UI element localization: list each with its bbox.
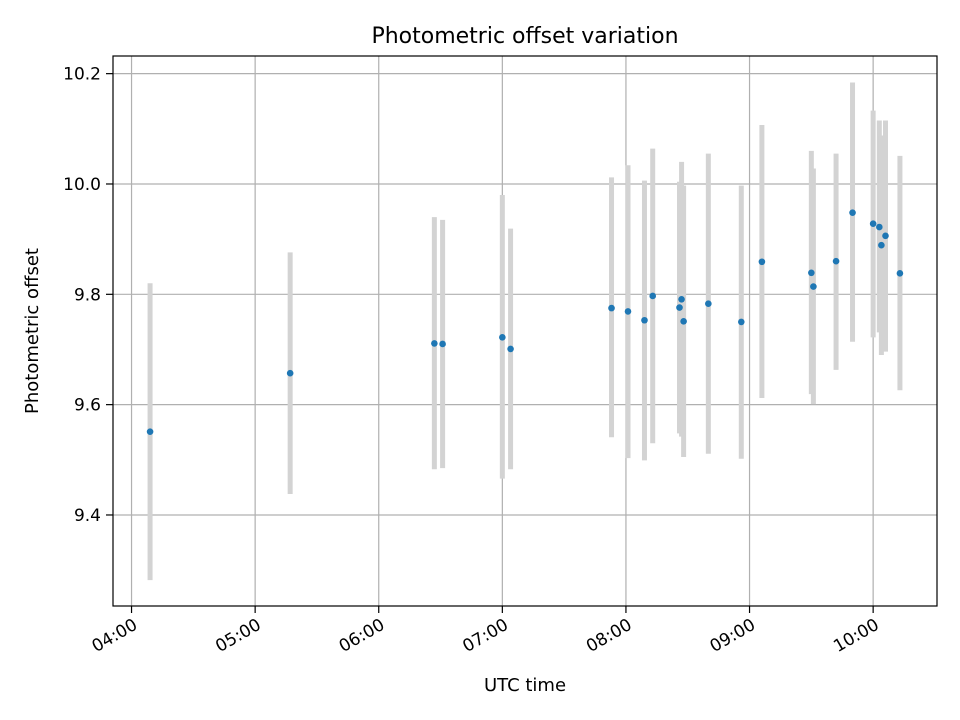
data-point xyxy=(641,316,648,324)
data-point xyxy=(758,258,766,266)
data-point xyxy=(146,428,154,435)
data-point xyxy=(878,241,885,249)
data-point xyxy=(882,232,889,240)
data-point xyxy=(678,295,685,303)
y-axis-ticks: 9.4 9.6 9.8 10.0 10.2 xyxy=(63,65,113,526)
data-points xyxy=(146,209,904,435)
data-point xyxy=(507,345,514,353)
data-point xyxy=(876,223,883,231)
data-point xyxy=(608,304,615,312)
data-point xyxy=(676,304,683,311)
data-point xyxy=(808,269,815,277)
plot-frame xyxy=(112,55,938,607)
data-point xyxy=(431,340,438,347)
y-tick-label: 10.0 xyxy=(63,175,101,195)
y-axis-label: Photometric offset xyxy=(22,248,43,414)
data-point xyxy=(499,334,506,341)
x-axis-label: UTC time xyxy=(484,675,566,696)
data-point xyxy=(832,257,840,265)
data-point xyxy=(624,308,632,315)
data-point xyxy=(869,220,877,228)
chart-title: Photometric offset variation xyxy=(371,24,678,49)
data-point xyxy=(680,318,687,325)
data-point xyxy=(738,318,745,326)
data-point xyxy=(286,369,294,377)
data-point xyxy=(896,270,904,277)
y-tick-label: 9.8 xyxy=(74,285,101,305)
y-tick-label: 9.4 xyxy=(74,506,101,526)
data-point xyxy=(649,292,657,300)
data-point xyxy=(705,300,712,307)
y-tick-label: 10.2 xyxy=(63,65,101,85)
data-point xyxy=(849,209,856,216)
y-tick-label: 9.6 xyxy=(74,396,101,416)
data-point xyxy=(439,340,446,348)
data-point xyxy=(810,283,817,290)
